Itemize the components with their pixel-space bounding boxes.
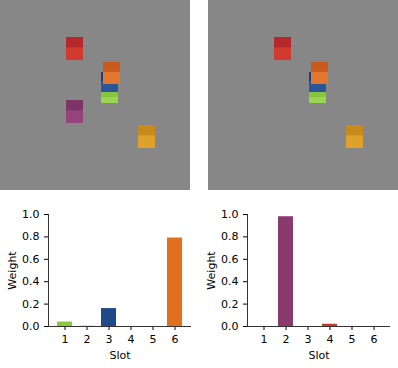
svg-text:Slot: Slot bbox=[109, 349, 131, 362]
svg-text:0.0: 0.0 bbox=[22, 320, 40, 333]
svg-text:0.4: 0.4 bbox=[22, 275, 40, 288]
svg-text:Weight: Weight bbox=[205, 251, 218, 290]
svg-text:Weight: Weight bbox=[6, 251, 19, 290]
svg-text:1: 1 bbox=[261, 333, 268, 346]
svg-text:0.2: 0.2 bbox=[221, 298, 239, 311]
svg-text:0.6: 0.6 bbox=[221, 253, 239, 266]
svg-text:0.0: 0.0 bbox=[221, 320, 239, 333]
svg-text:0.2: 0.2 bbox=[22, 298, 40, 311]
svg-text:6: 6 bbox=[371, 333, 378, 346]
svg-text:2: 2 bbox=[283, 333, 290, 346]
svg-text:1: 1 bbox=[62, 333, 69, 346]
svg-text:5: 5 bbox=[150, 333, 157, 346]
svg-text:3: 3 bbox=[305, 333, 312, 346]
svg-text:0.6: 0.6 bbox=[22, 253, 40, 266]
svg-text:Slot: Slot bbox=[308, 349, 330, 362]
svg-text:1.0: 1.0 bbox=[221, 208, 239, 221]
svg-text:4: 4 bbox=[128, 333, 135, 346]
svg-text:4: 4 bbox=[327, 333, 334, 346]
svg-text:0.4: 0.4 bbox=[221, 275, 239, 288]
svg-text:3: 3 bbox=[106, 333, 113, 346]
svg-text:5: 5 bbox=[349, 333, 356, 346]
svg-text:1.0: 1.0 bbox=[22, 208, 40, 221]
svg-text:0.8: 0.8 bbox=[221, 230, 239, 243]
svg-text:2: 2 bbox=[84, 333, 91, 346]
svg-text:6: 6 bbox=[172, 333, 179, 346]
svg-text:0.8: 0.8 bbox=[22, 230, 40, 243]
